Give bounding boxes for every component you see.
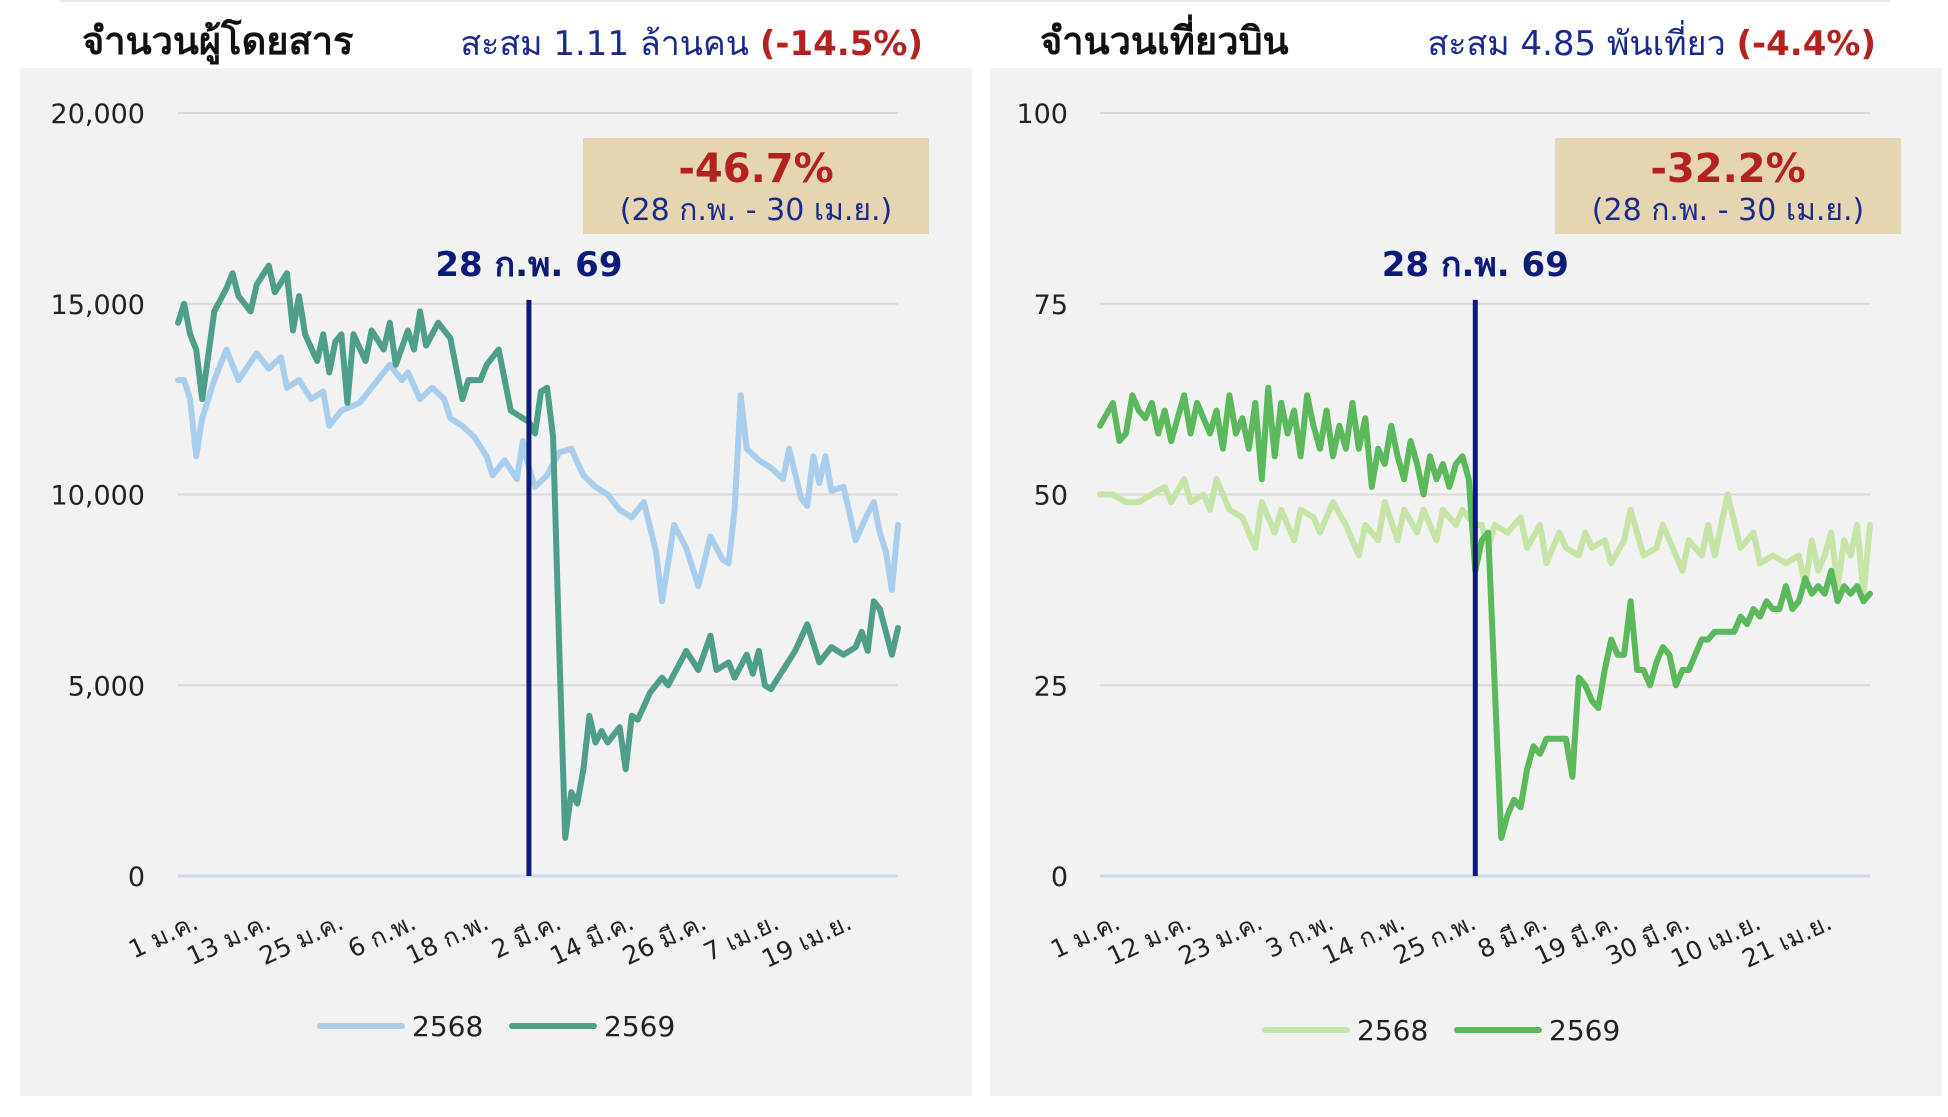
y-tick-label: 100 <box>1016 99 1068 130</box>
y-tick-label: 0 <box>1051 862 1068 893</box>
marker-label: 28 ก.พ. 69 <box>435 245 622 285</box>
legend-label-2569: 2569 <box>604 1010 675 1043</box>
y-tick-label: 50 <box>1034 481 1068 512</box>
x-tick-label: 23 ม.ค. <box>1174 907 1267 971</box>
passenger-title: จำนวนผู้โดยสาร <box>82 19 354 63</box>
legend-label-2568: 2568 <box>1357 1014 1428 1047</box>
x-tick-label: 18 ก.พ. <box>402 907 493 970</box>
passenger-panel-header: จำนวนผู้โดยสาร สะสม 1.11 ล้านคน (-14.5%) <box>0 0 975 68</box>
flights-chart-background <box>990 68 1942 1096</box>
flights-title: จำนวนเที่ยวบิน <box>1040 19 1289 63</box>
series-line-2569 <box>1097 384 1873 841</box>
y-tick-label: 15,000 <box>51 290 145 321</box>
x-tick-label: 14 มี.ค. <box>545 907 638 971</box>
flights-panel-header: จำนวนเที่ยวบิน สะสม 4.85 พันเที่ยว (-4.4… <box>990 0 1948 68</box>
x-tick-label: 13 ม.ค. <box>182 907 275 971</box>
legend-label-2568: 2568 <box>412 1010 483 1043</box>
flights-summary: สะสม 4.85 พันเที่ยว (-4.4%) <box>1427 16 1876 70</box>
top-divider <box>60 0 1890 2</box>
passenger-summary: สะสม 1.11 ล้านคน (-14.5%) <box>460 16 923 70</box>
callout-value: -32.2% <box>1650 146 1805 192</box>
x-tick-label: 25 ม.ค. <box>255 907 348 971</box>
series-line-2569 <box>175 262 901 841</box>
passenger-summary-change: (-14.5%) <box>759 24 923 64</box>
x-tick-label: 14 ก.พ. <box>1318 907 1409 970</box>
passenger-summary-prefix: สะสม 1.11 ล้านคน <box>460 24 750 64</box>
series-line-2568 <box>175 346 901 605</box>
y-tick-label: 75 <box>1034 290 1068 321</box>
passenger-chart-background <box>20 68 972 1096</box>
callout-box <box>1555 138 1901 234</box>
callout-period: (28 ก.พ. - 30 เม.ย.) <box>620 193 892 228</box>
marker-label: 28 ก.พ. 69 <box>1382 245 1569 285</box>
legend-label-2569: 2569 <box>1549 1014 1620 1047</box>
flights-summary-change: (-4.4%) <box>1736 24 1877 64</box>
x-tick-label: 26 มี.ค. <box>618 907 711 971</box>
y-tick-label: 10,000 <box>51 481 145 512</box>
callout-period: (28 ก.พ. - 30 เม.ย.) <box>1592 193 1864 228</box>
y-tick-label: 20,000 <box>51 99 145 130</box>
callout-box <box>583 138 929 234</box>
y-tick-label: 25 <box>1034 671 1068 702</box>
callout-value: -46.7% <box>678 146 833 192</box>
x-tick-label: 25 ก.พ. <box>1389 907 1480 970</box>
flights-summary-prefix: สะสม 4.85 พันเที่ยว <box>1427 24 1726 64</box>
y-tick-label: 5,000 <box>68 671 145 702</box>
y-tick-label: 0 <box>128 862 145 893</box>
